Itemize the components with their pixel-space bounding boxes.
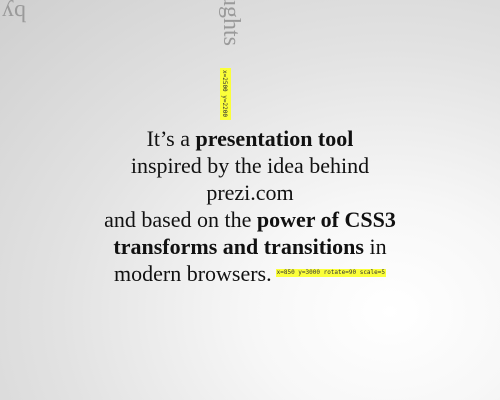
- previous-step-fragment: by: [2, 0, 26, 25]
- emphasis-transforms: transforms and transitions: [113, 234, 364, 259]
- message-text: in: [363, 234, 387, 259]
- message-line-1: It’s a presentation tool: [0, 125, 500, 152]
- message-text: and based on the: [104, 207, 257, 232]
- message-line-5: transforms and transitions in: [0, 233, 500, 260]
- step-position-text: x=2500 y=2200: [221, 70, 228, 117]
- message-line-2: inspired by the idea behind: [130, 153, 370, 178]
- step-transform-label: x=850 y=3000 rotate=90 scale=5: [275, 268, 386, 277]
- step-position-label: x=2500 y=2200: [220, 68, 231, 120]
- message-text: It’s a: [146, 126, 196, 151]
- adjacent-step-fragment: ughts: [211, 0, 251, 66]
- message-line-4: and based on the power of CSS3: [0, 206, 500, 233]
- presentation-step: It’s a presentation tool inspired by the…: [0, 125, 500, 287]
- message-line-6: modern browsers. x=850 y=3000 rotate=90 s…: [0, 260, 500, 287]
- emphasis-power-css3: power of CSS3: [256, 207, 396, 232]
- emphasis-presentation-tool: presentation tool: [195, 126, 354, 151]
- message-text: modern browsers.: [113, 261, 272, 286]
- message-line-3: prezi.com: [206, 180, 294, 205]
- adjacent-step-text: ughts: [218, 0, 244, 47]
